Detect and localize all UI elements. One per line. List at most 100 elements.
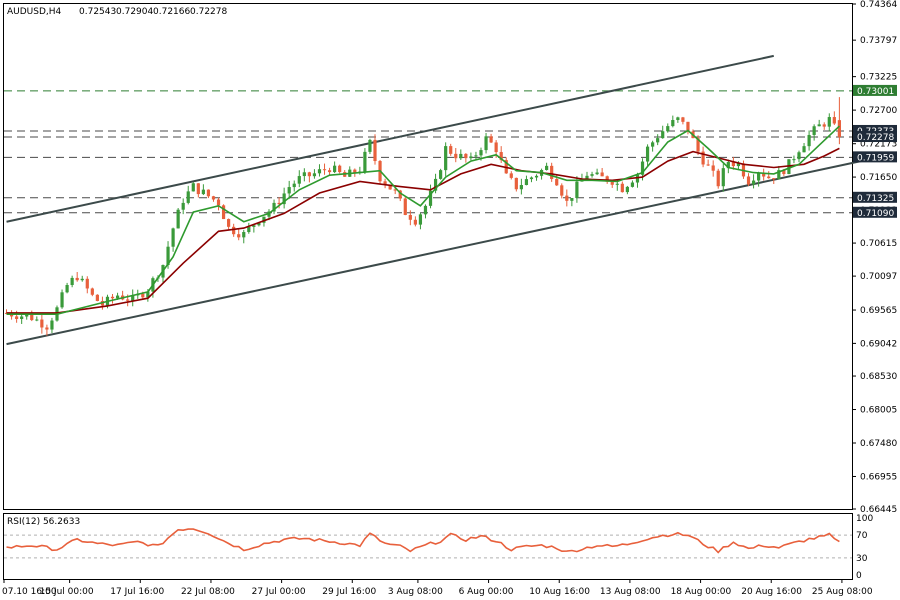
candle-body (661, 131, 665, 139)
candle-body (221, 205, 226, 220)
candle-body (489, 136, 493, 143)
open-value: 0.72543 (79, 7, 116, 17)
price-tag-box (853, 84, 897, 96)
price-tick-label: 0.72700 (860, 106, 897, 116)
candle-body (555, 178, 559, 186)
time-tick-label: 22 Jul 08:00 (181, 587, 235, 597)
candle-body (509, 173, 513, 178)
rsi-label: RSI(12) 56.2633 (7, 517, 80, 527)
channel-upper-line (6, 54, 774, 223)
candle-body (454, 153, 458, 159)
candle-body (782, 170, 786, 175)
candle-body (696, 138, 700, 152)
candle-body (575, 181, 579, 199)
candle-body (322, 169, 327, 171)
candle-body (247, 226, 251, 233)
candle-body (746, 176, 751, 185)
candle-body (519, 185, 523, 190)
candle-body (600, 172, 604, 177)
candle-body (307, 172, 311, 177)
candle-body (570, 198, 574, 201)
time-tick-label: 17 Jul 16:00 (110, 587, 164, 597)
candle-body (327, 170, 332, 173)
candle-body (701, 151, 705, 165)
candle-body (333, 165, 337, 173)
price-tick-label: 0.66445 (860, 505, 897, 515)
candle-body (802, 146, 806, 153)
candle-body (115, 295, 120, 299)
candle-body (560, 185, 564, 196)
price-tag-label: 0.71959 (857, 153, 894, 163)
candle-body (550, 165, 554, 179)
candle-body (792, 159, 796, 161)
candle-body (317, 169, 322, 174)
candle-body (25, 314, 29, 317)
candle-body (484, 136, 488, 151)
price-tick-label: 0.70615 (860, 239, 897, 249)
candle-body (216, 199, 221, 206)
time-tick-label: 10 Aug 16:00 (529, 587, 590, 597)
candle-body (751, 180, 756, 185)
candle-body (757, 173, 761, 181)
candle-body (85, 278, 89, 289)
moving-average-slow-line (6, 147, 840, 314)
candle-body (20, 316, 24, 319)
candle-body (479, 150, 483, 156)
candle-body (408, 214, 412, 220)
candle-body (45, 327, 49, 330)
candle-body (126, 299, 130, 301)
candle-body (292, 183, 296, 188)
candle-body (403, 198, 407, 215)
price-tick-label: 0.66955 (860, 472, 897, 482)
time-tick-label: 25 Aug 08:00 (812, 587, 873, 597)
candle-body (196, 183, 200, 195)
rsi-tick-label: 0 (856, 571, 862, 581)
candle-body (65, 285, 69, 293)
candle-body (534, 175, 539, 178)
candle-body (312, 173, 317, 177)
price-tag-box (853, 191, 897, 203)
candle-body (812, 126, 816, 135)
channel-lower-line (6, 158, 870, 346)
price-tag-label: 0.71325 (857, 194, 894, 204)
candle-body (666, 126, 670, 132)
candle-body (645, 146, 650, 162)
candle-body (474, 155, 478, 157)
candle-body (252, 225, 256, 227)
candle-body (494, 142, 498, 153)
price-tag-box (853, 124, 897, 136)
candle-body (464, 153, 468, 159)
candle-body (499, 152, 503, 161)
candle-body (413, 219, 417, 225)
candle-body (242, 232, 246, 238)
price-tag-label: 0.72278 (857, 133, 894, 143)
candle-body (393, 189, 397, 191)
candle-body (181, 202, 185, 210)
candle-body (459, 153, 463, 159)
candle-body (70, 277, 74, 286)
candle-body (736, 163, 741, 167)
candle-body (176, 209, 180, 229)
candle-body (40, 319, 44, 328)
trend-channel (6, 54, 870, 346)
close-value: 0.72278 (190, 7, 227, 17)
price-tag-label: 0.73001 (857, 87, 894, 97)
candle-body (373, 139, 377, 162)
price-tick-label: 0.68530 (860, 372, 897, 382)
candle-body (95, 294, 99, 301)
candle-body (368, 139, 372, 152)
price-tick-label: 0.73225 (860, 73, 897, 83)
candle-body (681, 117, 685, 122)
main-plot-frame (3, 3, 853, 510)
time-tick-label: 07.10 16:00 (2, 587, 57, 597)
price-tick-label: 0.70097 (860, 272, 897, 282)
candle-body (676, 117, 680, 121)
candle-body (605, 176, 609, 182)
time-tick-label: 18 Aug 00:00 (671, 587, 732, 597)
candle-body (80, 278, 84, 281)
candle-body (545, 165, 549, 170)
rsi-tick-label: 70 (856, 531, 868, 541)
candle-body (50, 320, 54, 330)
time-tick-label: 20 Aug 16:00 (741, 587, 802, 597)
